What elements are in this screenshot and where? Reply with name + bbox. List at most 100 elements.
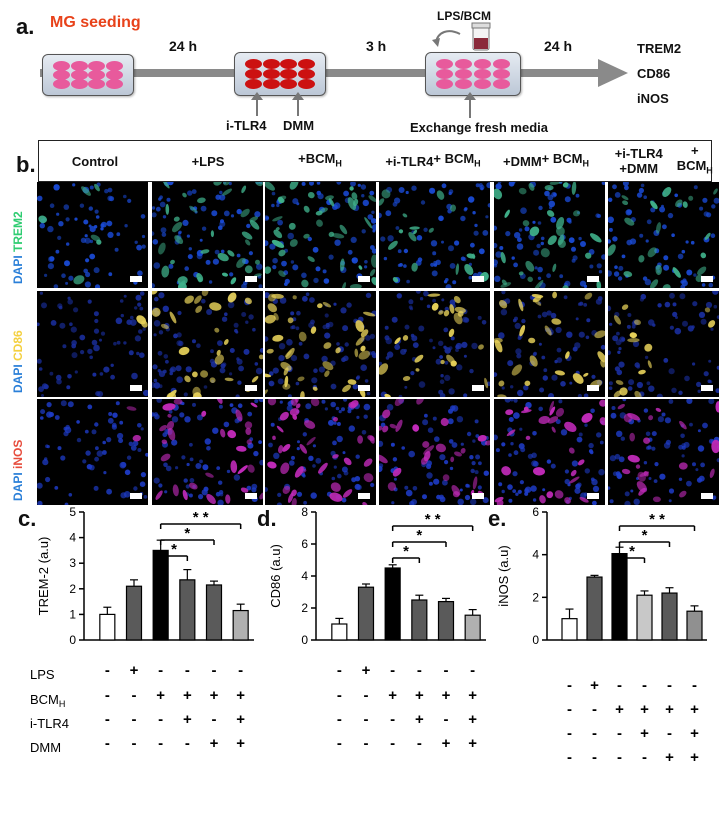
well: [70, 61, 88, 71]
scale-bar: [701, 493, 713, 499]
y-tick-label-1-2: 4: [301, 569, 308, 583]
condition-sign-0-1-5: +: [236, 687, 245, 704]
condition-sign-1-0-5: -: [470, 662, 475, 679]
tube-icon: [432, 22, 491, 51]
condition-sign-0-0-5: -: [238, 662, 243, 679]
well: [493, 59, 510, 69]
scale-bar: [130, 493, 142, 499]
scale-bar: [245, 385, 257, 391]
condition-sign-0-1-3: +: [183, 687, 192, 704]
condition-label-0: LPS: [30, 667, 55, 682]
scale-bar: [701, 276, 713, 282]
scale-bar: [701, 385, 713, 391]
scale-bar: [358, 276, 370, 282]
micrograph-r0-c4: [494, 182, 605, 288]
condition-sign-1-2-3: +: [415, 711, 424, 728]
y-tick-label-2-2: 4: [532, 548, 539, 562]
micrograph-r2-c3: [379, 399, 490, 505]
well: [455, 79, 472, 89]
well: [88, 61, 106, 71]
bar-2-2: [611, 552, 628, 641]
scale-bar: [587, 385, 599, 391]
condition-sign-2-1-3: +: [640, 701, 649, 718]
bar-0-4: [205, 584, 223, 641]
well: [53, 61, 70, 71]
condition-sign-2-2-5: +: [690, 725, 699, 742]
well: [474, 69, 491, 79]
condition-sign-0-0-2: -: [158, 662, 163, 679]
well: [53, 79, 70, 89]
y-tick-label-1-0: 0: [301, 633, 308, 647]
y-tick-label-0-5: 5: [69, 505, 76, 519]
well: [70, 70, 88, 80]
condition-sign-2-3-4: +: [665, 749, 674, 766]
column-header-1: +LPS: [191, 153, 225, 169]
y-tick-label-1-1: 2: [301, 601, 308, 615]
condition-sign-1-0-4: -: [444, 662, 449, 679]
column-header-0: Control: [71, 153, 119, 169]
scale-bar: [587, 493, 599, 499]
column-header-4: +DMM + BCMH: [503, 150, 589, 169]
micrograph-r1-c5: [608, 291, 719, 397]
y-axis-title-0: TREM-2 (a.u): [36, 537, 51, 616]
well: [436, 69, 453, 79]
condition-sign-1-1-4: +: [442, 687, 451, 704]
bar-2-5: [686, 610, 703, 641]
time-3h: 3 h: [366, 38, 387, 54]
condition-sign-2-3-5: +: [690, 749, 699, 766]
panel-e-label: e.: [488, 506, 507, 531]
bar-0-1: [125, 585, 143, 641]
condition-sign-1-1-2: +: [388, 687, 397, 704]
condition-sign-0-3-2: -: [158, 735, 163, 752]
sig-star-2-0: *: [629, 543, 635, 560]
sig-star-2-2: * *: [649, 511, 665, 528]
micrograph-r1-c2: [265, 291, 376, 397]
scale-bar: [472, 276, 484, 282]
condition-sign-2-0-3: -: [642, 677, 647, 694]
well: [436, 59, 453, 69]
condition-sign-0-2-1: -: [132, 711, 137, 728]
condition-sign-2-3-3: -: [642, 749, 647, 766]
seeding-title: MG seeding: [50, 14, 141, 31]
bar-2-3: [636, 594, 653, 641]
row-label-cd86: DAPI CD86: [11, 330, 25, 393]
micrograph-r2-c4: [494, 399, 605, 505]
condition-sign-1-1-3: +: [415, 687, 424, 704]
well: [262, 79, 280, 89]
condition-sign-1-3-2: -: [390, 735, 395, 752]
bar-2-0: [561, 618, 578, 641]
condition-sign-1-2-4: -: [444, 711, 449, 728]
output-inos: iNOS: [637, 91, 669, 106]
column-header-5: +i-TLR4 +DMM + BCMH: [614, 143, 713, 176]
scale-bar: [245, 493, 257, 499]
y-tick-label-2-3: 6: [532, 505, 539, 519]
row-label-inos: DAPI iNOS: [11, 439, 25, 501]
condition-sign-2-1-0: -: [567, 701, 572, 718]
scale-bar: [358, 493, 370, 499]
micrograph-r1-c3: [379, 291, 490, 397]
y-axis-title-2: iNOS (a.u): [496, 545, 511, 606]
well: [474, 59, 491, 69]
well: [88, 79, 106, 89]
sig-star-0-1: *: [184, 525, 190, 542]
bar-1-0: [331, 623, 348, 641]
condition-sign-0-3-4: +: [210, 735, 219, 752]
y-tick-label-0-0: 0: [69, 633, 76, 647]
condition-sign-1-0-2: -: [390, 662, 395, 679]
condition-sign-2-0-1: +: [590, 677, 599, 694]
condition-sign-0-0-1: +: [130, 662, 139, 679]
well: [493, 69, 510, 79]
condition-sign-0-1-1: -: [132, 687, 137, 704]
micrograph-r1-c1: [152, 291, 263, 397]
y-tick-label-2-1: 2: [532, 590, 539, 604]
condition-sign-2-3-1: -: [592, 749, 597, 766]
inhibitor-arrows: [251, 92, 304, 116]
time-24h-1: 24 h: [169, 38, 198, 54]
inhibitor-dmm: DMM: [283, 118, 315, 133]
micrograph-r1-c4: [494, 291, 605, 397]
sig-star-0-2: * *: [193, 509, 209, 526]
condition-sign-0-2-2: -: [158, 711, 163, 728]
micrograph-r2-c0: [37, 399, 148, 505]
well: [70, 79, 88, 89]
well: [298, 59, 315, 69]
